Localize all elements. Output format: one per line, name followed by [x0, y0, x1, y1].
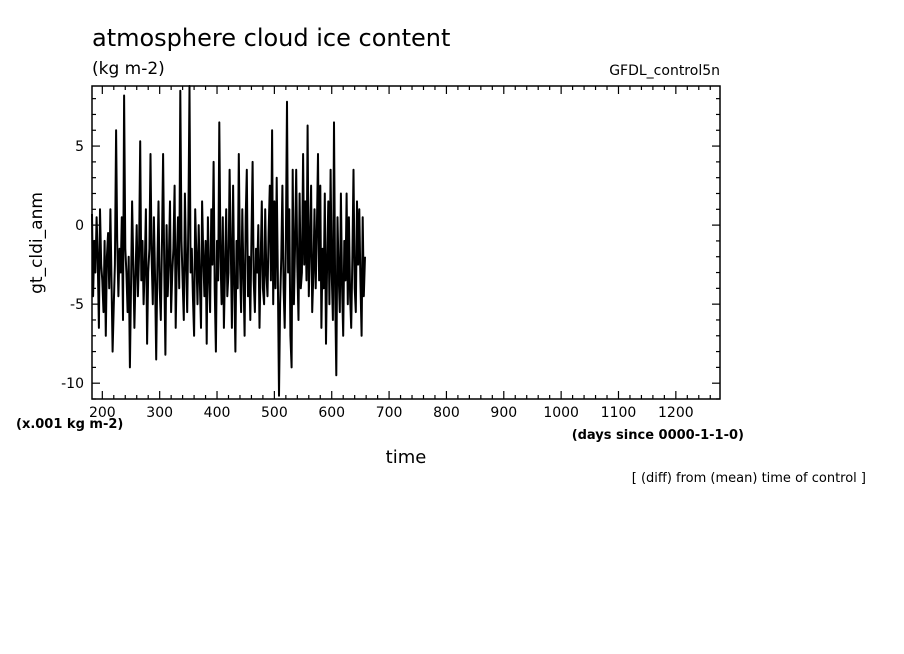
x-tick-label: 1000 [543, 405, 579, 421]
x-tick-label: 800 [433, 405, 460, 421]
chart-subtitle: (kg m-2) [92, 59, 165, 79]
x-tick-label: 300 [146, 405, 173, 421]
x-tick-label: 600 [318, 405, 345, 421]
chart-note: [ (diff) from (mean) time of control ] [632, 471, 866, 486]
y-axis-ticks: -10 -5 0 5 [61, 98, 720, 400]
x-tick-label: 400 [204, 405, 231, 421]
x-axis-label: time [386, 447, 427, 468]
source-label: GFDL_control5n [609, 63, 720, 79]
y-tick-label: 0 [75, 218, 84, 234]
x-axis-ticks: 200 300 400 500 600 700 800 900 1000 1100 1200 [89, 86, 711, 421]
chart-title: atmosphere cloud ice content [92, 24, 450, 52]
x-tick-label: 1100 [601, 405, 637, 421]
y-axis-label: gt_cldi_anm [27, 192, 47, 294]
x-tick-label: 1200 [658, 405, 694, 421]
x-tick-label: 900 [490, 405, 517, 421]
x-tick-label: 200 [89, 405, 116, 421]
x-axis-units: (days since 0000-1-1-0) [572, 428, 744, 443]
y-tick-label: 5 [75, 139, 84, 155]
y-tick-label: -10 [61, 376, 84, 392]
x-tick-label: 700 [376, 405, 403, 421]
x-tick-label: 500 [261, 405, 288, 421]
y-tick-label: -5 [70, 297, 84, 313]
y-axis-units: (x.001 kg m-2) [16, 417, 123, 432]
series-line [91, 85, 366, 397]
